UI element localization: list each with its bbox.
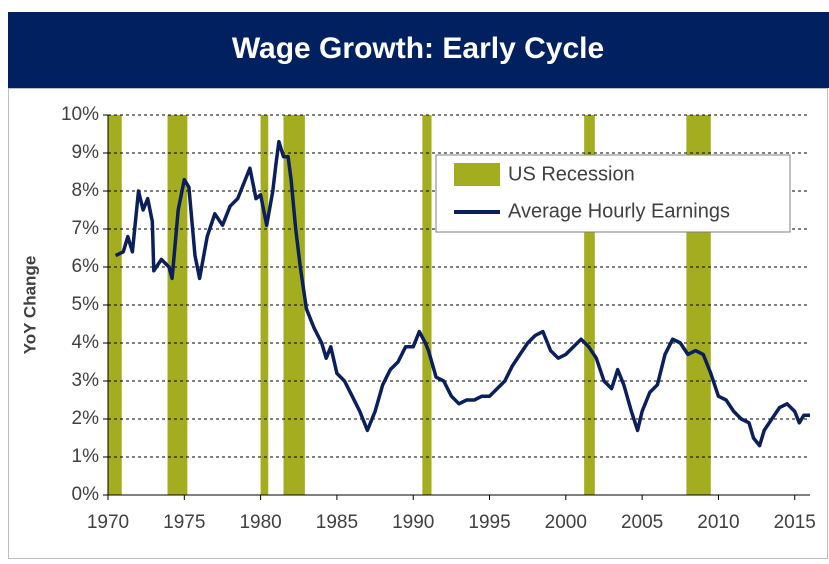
- x-tick-label: 2005: [621, 512, 663, 533]
- y-tick-label: 1%: [72, 446, 100, 467]
- x-tick-label: 1975: [163, 512, 205, 533]
- y-tick-label: 6%: [72, 256, 100, 277]
- x-tick-label: 1970: [87, 512, 129, 533]
- x-tick-label: 1995: [468, 512, 510, 533]
- y-tick-label: 10%: [61, 104, 99, 125]
- y-tick-label: 2%: [72, 408, 100, 429]
- y-tick-label: 8%: [72, 180, 100, 201]
- y-tick-label: 7%: [72, 218, 100, 239]
- recession-band: [167, 115, 188, 495]
- x-tick-label: 1990: [392, 512, 434, 533]
- y-axis-label: YoY Change: [20, 256, 39, 355]
- legend-label: Average Hourly Earnings: [508, 200, 730, 222]
- y-tick-label: 0%: [72, 484, 100, 505]
- y-tick-label: 3%: [72, 370, 100, 391]
- y-tick-label: 4%: [72, 332, 100, 353]
- data-line: [114, 139, 810, 448]
- title-banner: [8, 12, 829, 88]
- chart-title: Wage Growth: Early Cycle: [232, 32, 604, 65]
- y-tick-label: 9%: [72, 142, 100, 163]
- x-tick-label: 1985: [316, 512, 358, 533]
- legend-swatch: [454, 163, 500, 186]
- y-tick-label: 5%: [72, 294, 100, 315]
- x-tick-label: 2000: [545, 512, 587, 533]
- x-tick-label: 2010: [697, 512, 739, 533]
- x-tick-label: 2015: [774, 512, 816, 533]
- legend-label: US Recession: [508, 163, 635, 185]
- x-tick-label: 1980: [239, 512, 281, 533]
